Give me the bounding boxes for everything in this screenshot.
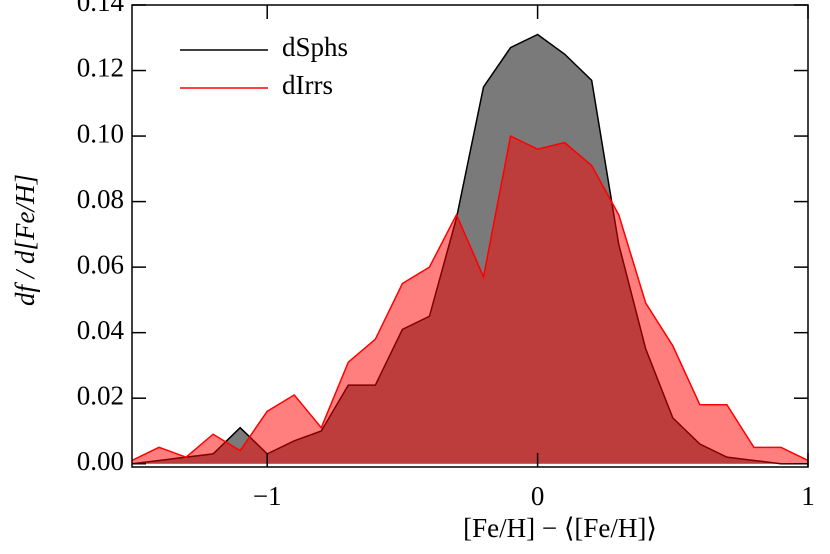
y-tick-label: 0.10 xyxy=(77,118,124,148)
y-tick-label: 0.08 xyxy=(77,184,124,214)
area xyxy=(132,136,808,464)
x-tick-label: −1 xyxy=(253,481,282,511)
x-tick-label: 1 xyxy=(801,481,815,511)
plot-frame xyxy=(131,4,809,468)
y-tick-label: 0.14 xyxy=(77,0,125,17)
y-tick-label: 0.02 xyxy=(77,380,124,410)
y-tick-label: 0.06 xyxy=(77,249,124,279)
x-tick-label: 0 xyxy=(531,481,545,511)
y-axis-label: df / d[Fe/H] xyxy=(10,174,40,306)
legend-label: dSphs xyxy=(282,32,348,62)
legend-label: dIrrs xyxy=(282,70,333,100)
x-axis-label: [Fe/H] − ⟨[Fe/H]⟩ xyxy=(463,513,657,543)
y-tick-label: 0.12 xyxy=(77,53,124,83)
y-tick-label: 0.00 xyxy=(77,446,124,476)
y-tick-label: 0.04 xyxy=(77,315,125,345)
line xyxy=(131,134,809,462)
